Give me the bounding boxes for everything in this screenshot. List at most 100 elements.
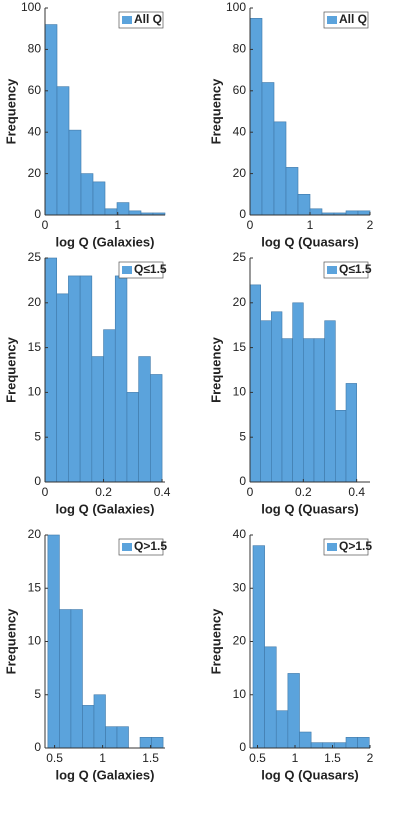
bar — [70, 609, 83, 749]
y-tick-label: 0 — [239, 740, 246, 754]
x-tick-label: 0.2 — [295, 485, 312, 499]
legend-label: Q≤1.5 — [134, 262, 167, 276]
bar — [91, 356, 104, 483]
legend-label: All Q — [134, 12, 162, 26]
bar — [275, 710, 289, 749]
bar — [59, 609, 72, 749]
bar — [260, 320, 272, 483]
legend-swatch — [327, 16, 337, 24]
y-axis-label: Frequency — [3, 78, 18, 145]
bar — [105, 726, 118, 749]
y-tick-label: 20 — [28, 166, 42, 180]
bar — [335, 410, 347, 483]
y-tick-label: 60 — [233, 83, 247, 97]
x-tick-label: 1 — [307, 218, 314, 232]
x-tick-label: 1 — [114, 218, 121, 232]
y-tick-label: 10 — [28, 634, 42, 648]
x-axis-label: log Q (Galaxies) — [56, 234, 155, 249]
x-axis-label: log Q (Quasars) — [261, 501, 359, 516]
x-tick-label: 0 — [247, 218, 254, 232]
bar — [299, 731, 312, 749]
bar — [313, 338, 325, 483]
x-axis-label: log Q (Quasars) — [261, 767, 359, 782]
y-tick-label: 0 — [239, 207, 246, 221]
bar — [150, 374, 163, 483]
y-tick-label: 5 — [239, 429, 246, 443]
x-tick-label: 1 — [292, 751, 299, 765]
bar — [68, 275, 81, 483]
y-tick-label: 10 — [233, 385, 247, 399]
bar — [281, 338, 293, 483]
bar — [324, 320, 336, 483]
bar — [82, 705, 95, 749]
legend-label: All Q — [339, 12, 367, 26]
bar — [273, 121, 287, 216]
bar — [56, 86, 70, 216]
bar — [292, 302, 304, 483]
y-tick-label: 40 — [233, 527, 247, 541]
bar — [151, 737, 164, 749]
x-tick-label: 1.5 — [142, 751, 159, 765]
x-tick-label: 2 — [367, 751, 374, 765]
bar — [68, 129, 82, 216]
y-axis-label: Frequency — [3, 608, 18, 675]
legend-swatch — [122, 266, 132, 274]
legend-swatch — [327, 266, 337, 274]
y-tick-label: 15 — [233, 340, 247, 354]
legend-label: Q≤1.5 — [339, 262, 372, 276]
legend-swatch — [122, 543, 132, 551]
bar — [310, 742, 324, 749]
y-axis-label: Frequency — [208, 336, 223, 403]
x-tick-label: 1 — [99, 751, 106, 765]
bar — [345, 210, 359, 216]
y-tick-label: 5 — [34, 429, 41, 443]
x-tick-label: 0.2 — [95, 485, 112, 499]
y-tick-label: 80 — [233, 42, 247, 56]
x-tick-label: 0 — [247, 485, 254, 499]
x-axis-label: log Q (Galaxies) — [56, 767, 155, 782]
bar — [103, 329, 116, 483]
y-tick-label: 20 — [28, 527, 42, 541]
y-axis-label: Frequency — [3, 336, 18, 403]
bar — [92, 181, 106, 216]
x-tick-label: 0 — [42, 485, 49, 499]
y-tick-label: 0 — [34, 740, 41, 754]
y-tick-label: 20 — [233, 295, 247, 309]
bar — [261, 82, 275, 216]
bar — [271, 311, 283, 483]
bar — [44, 257, 58, 483]
bar — [79, 275, 93, 483]
legend-swatch — [327, 543, 337, 551]
bar — [249, 284, 261, 483]
x-tick-label: 0 — [42, 218, 49, 232]
bar — [104, 208, 118, 216]
x-tick-label: 2 — [367, 218, 374, 232]
bar — [252, 545, 265, 749]
y-tick-label: 100 — [226, 0, 246, 14]
bar — [114, 275, 128, 483]
x-axis-label: log Q (Quasars) — [261, 234, 359, 249]
x-axis-label: log Q (Galaxies) — [56, 501, 155, 516]
bar — [126, 392, 139, 483]
y-axis-label: Frequency — [208, 608, 223, 675]
bar — [264, 646, 277, 749]
x-tick-label: 0.4 — [348, 485, 365, 499]
y-tick-label: 5 — [34, 687, 41, 701]
y-tick-label: 20 — [233, 166, 247, 180]
legend-label: Q>1.5 — [134, 539, 167, 553]
y-tick-label: 20 — [233, 634, 247, 648]
bar — [303, 338, 315, 483]
x-tick-label: 0.4 — [154, 485, 171, 499]
y-tick-label: 10 — [233, 687, 247, 701]
x-tick-label: 0.5 — [249, 751, 266, 765]
y-tick-label: 20 — [28, 295, 42, 309]
bar — [138, 356, 151, 483]
bar — [139, 737, 152, 749]
y-tick-label: 0 — [34, 207, 41, 221]
y-tick-label: 60 — [28, 83, 42, 97]
y-tick-label: 0 — [239, 474, 246, 488]
y-tick-label: 30 — [233, 580, 247, 594]
legend-swatch — [122, 16, 132, 24]
bar — [80, 173, 94, 216]
bar — [285, 167, 299, 216]
